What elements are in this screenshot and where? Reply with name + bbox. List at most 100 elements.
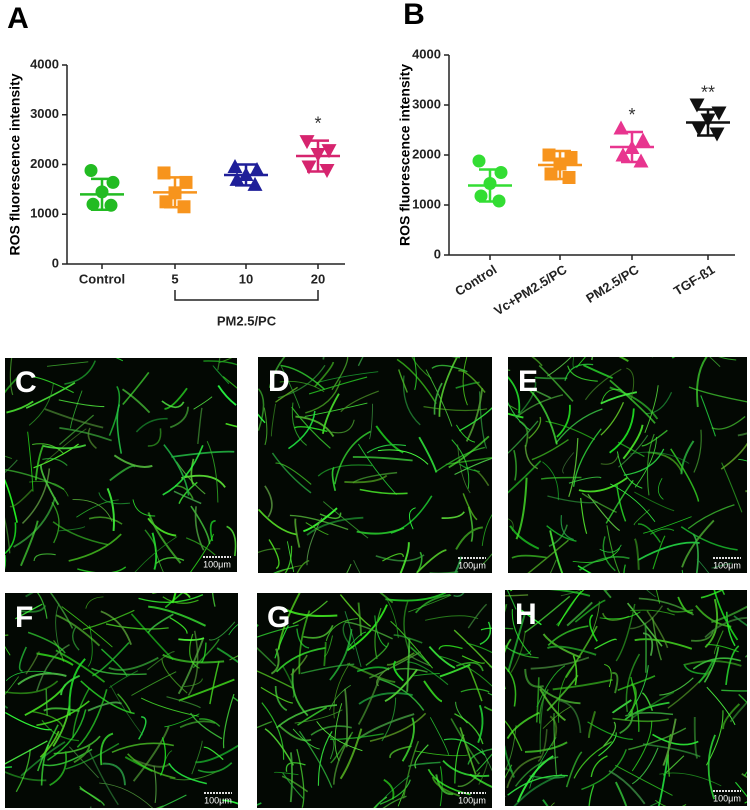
fiber: [453, 629, 492, 669]
fiber: [340, 390, 379, 413]
fiber: [91, 667, 147, 676]
fiber: [598, 732, 617, 757]
fiber: [600, 391, 638, 405]
fiber: [439, 663, 471, 678]
fiber: [144, 529, 157, 551]
fiber: [721, 462, 743, 513]
fiber: [333, 734, 352, 785]
fiber: [477, 704, 484, 744]
fiber: [277, 364, 326, 399]
fiber: [439, 655, 492, 687]
fiber: [666, 607, 694, 613]
fiber: [379, 678, 425, 711]
fiber: [28, 383, 54, 426]
fiber: [284, 545, 293, 573]
fiber: [459, 727, 477, 775]
fiber: [89, 751, 119, 806]
fiber: [5, 455, 13, 459]
fiber: [565, 625, 598, 679]
fiber: [106, 487, 115, 532]
fiber: [600, 402, 625, 436]
fiber: [199, 718, 221, 727]
fiber: [5, 478, 18, 523]
fiber: [642, 632, 654, 656]
fiber: [88, 516, 123, 525]
y-tick-label: 4000: [412, 46, 441, 61]
fiber: [190, 533, 214, 572]
fiber: [572, 357, 575, 368]
fiber: [603, 590, 612, 599]
fiber: [703, 646, 720, 683]
fiber: [225, 422, 237, 428]
fiber: [528, 416, 542, 439]
fiber: [516, 382, 537, 417]
fiber: [396, 358, 437, 404]
fiber: [506, 711, 540, 740]
fiber: [330, 733, 384, 740]
fiber: [560, 515, 574, 541]
fiber: [578, 477, 628, 493]
scale-label: 100μm: [713, 560, 741, 570]
fiber: [108, 656, 159, 671]
fiber: [411, 357, 432, 379]
data-point: [562, 171, 576, 184]
fiber: [374, 607, 382, 660]
scale-label: 100μm: [458, 560, 486, 570]
fiber: [482, 553, 492, 565]
image-label: C: [15, 366, 37, 399]
data-point: [227, 158, 243, 173]
fiber: [549, 559, 557, 573]
fiber: [393, 660, 404, 682]
fiber: [704, 617, 747, 639]
fiber: [157, 794, 187, 808]
fiber: [17, 605, 47, 613]
fiber: [431, 776, 460, 797]
data-point: [301, 160, 317, 175]
fiber: [385, 596, 399, 639]
fiber: [634, 437, 657, 488]
fiber: [290, 654, 308, 676]
fiber: [258, 388, 265, 431]
fiber: [713, 590, 739, 641]
fiber: [479, 621, 492, 645]
fiber: [25, 382, 76, 409]
fiber: [217, 358, 221, 370]
fiber: [379, 779, 411, 805]
y-tick-label: 3000: [30, 106, 59, 121]
fiber: [549, 530, 564, 573]
fiber: [175, 485, 194, 500]
fiber: [5, 766, 13, 769]
fiber: [631, 720, 653, 772]
fiber: [737, 432, 747, 437]
fiber: [33, 553, 56, 562]
fiber: [722, 703, 741, 730]
fiber: [539, 689, 547, 754]
y-tick-label: 3000: [412, 96, 441, 111]
fiber: [555, 408, 603, 444]
fiber: [339, 728, 363, 780]
significance: **: [701, 82, 715, 102]
data-point: [299, 135, 315, 150]
fiber: [323, 641, 327, 667]
fiber: [634, 491, 675, 512]
data-point: [564, 151, 578, 164]
fiber: [51, 502, 60, 544]
fiber: [565, 751, 583, 788]
fiber: [615, 483, 627, 522]
fiber: [203, 746, 224, 761]
fiber: [549, 715, 558, 747]
fiber: [454, 556, 463, 573]
fiber: [285, 762, 306, 772]
fiber: [282, 772, 304, 799]
fiber: [305, 522, 329, 535]
data-point: [691, 122, 707, 137]
fiber: [428, 646, 456, 669]
fiber: [374, 615, 388, 648]
fiber: [14, 603, 43, 620]
fiber: [697, 659, 715, 684]
fiber: [161, 658, 188, 694]
fiber: [695, 604, 732, 628]
fiber: [741, 772, 747, 779]
fiber: [294, 518, 301, 548]
fiber: [292, 600, 328, 625]
